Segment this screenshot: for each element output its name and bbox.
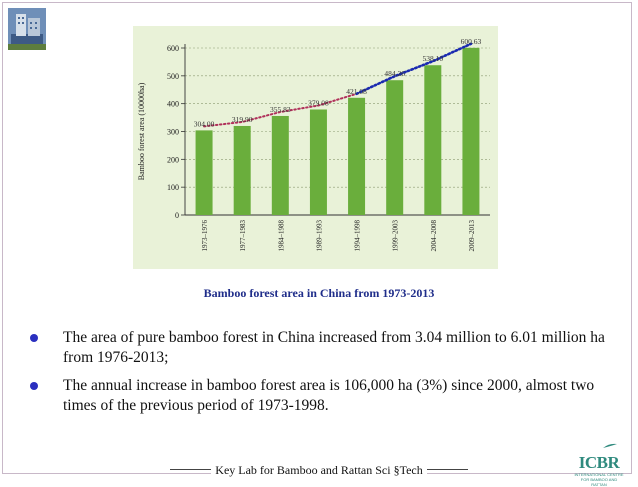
x-tick-label: 2004–2008 (430, 220, 438, 252)
bar-value-label: 379.08 (308, 98, 329, 107)
trend-line-early (203, 92, 358, 128)
axes (181, 44, 490, 216)
bar (386, 80, 404, 215)
building-photo-icon (8, 8, 46, 50)
bullet-item: The annual increase in bamboo forest are… (30, 376, 610, 416)
bullet-list: The area of pure bamboo forest in China … (30, 328, 610, 424)
bar (309, 109, 327, 215)
x-tick-label: 2009–2013 (468, 220, 476, 252)
bamboo-leaf-icon (603, 443, 617, 448)
y-tick-label: 200 (167, 155, 179, 164)
bullet-dot-icon (30, 334, 38, 342)
x-tick-label: 1984–1988 (277, 220, 285, 252)
y-tick-label: 100 (167, 183, 179, 192)
bullet-item: The area of pure bamboo forest in China … (30, 328, 610, 368)
bars (195, 47, 480, 216)
bullet-text: The annual increase in bamboo forest are… (63, 377, 595, 414)
footer-text: Key Lab for Bamboo and Rattan Sci §Tech (211, 463, 427, 478)
y-tick-label: 300 (167, 128, 179, 137)
bar-chart: 0 100 200 300 400 500 600 Bamboo forest area (1… (137, 37, 490, 252)
bar-value-label: 319.90 (232, 115, 253, 124)
y-tick-label: 0 (175, 211, 179, 220)
chart-caption: Bamboo forest area in China from 1973-20… (203, 286, 435, 300)
bullet-text: The area of pure bamboo forest in China … (63, 329, 605, 366)
y-tick-label: 400 (167, 100, 179, 109)
x-tick-label: 1973–1976 (201, 220, 209, 252)
bar-value-label: 355.83 (270, 105, 291, 114)
bar (424, 65, 442, 215)
bar (348, 97, 366, 215)
bar (462, 47, 480, 216)
bar (195, 130, 213, 215)
bar-value-label: 484.26 (384, 69, 405, 78)
y-tick-label: 600 (167, 44, 179, 53)
trend-line-late (355, 42, 473, 96)
bullet-dot-icon (30, 382, 38, 390)
bar (233, 125, 251, 215)
x-tick-label: 1999–2003 (392, 220, 400, 252)
bar-value-label: 421.08 (346, 87, 367, 96)
bar-value-label: 304.00 (194, 119, 215, 128)
footer: Key Lab for Bamboo and Rattan Sci §Tech (0, 461, 638, 479)
icbr-logo-mark: ICBR (578, 453, 620, 472)
x-tick-label: 1994–1998 (354, 220, 362, 252)
labels: 0 100 200 300 400 500 600 Bamboo forest area (1… (137, 37, 482, 252)
trend-lines (203, 42, 473, 128)
x-tick-label: 1989–1993 (315, 220, 323, 252)
bar-value-label: 600.63 (461, 37, 482, 46)
bar (271, 115, 289, 215)
icbr-logo-icon: ICBR INTERNATIONAL CENTRE FOR BAMBOO AND… (573, 436, 625, 487)
y-axis-label: Bamboo forest area (10000ha) (137, 82, 146, 180)
y-tick-label: 500 (167, 72, 179, 81)
grid-lines (185, 47, 490, 188)
icbr-logo-subtitle: INTERNATIONAL CENTRE FOR BAMBOO AND RATT… (574, 472, 624, 487)
x-tick-label: 1977–1983 (239, 220, 247, 252)
bar-value-label: 538.10 (423, 54, 444, 63)
